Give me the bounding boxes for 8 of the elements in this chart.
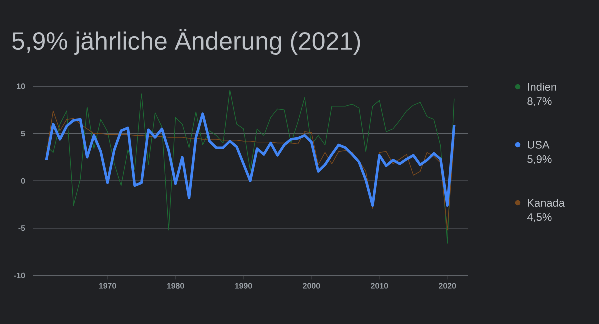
legend-label: USA (528, 141, 550, 149)
text: 4,5% (527, 214, 552, 223)
legend-label: Kanada (528, 198, 565, 208)
text: 5,9% (528, 155, 552, 165)
legend-label: Indien (528, 82, 556, 92)
text: 8,7% (528, 97, 552, 107)
line-series (45, 112, 456, 207)
chart-title: 5,9% jährliche Änderung (2021) (12, 28, 360, 56)
